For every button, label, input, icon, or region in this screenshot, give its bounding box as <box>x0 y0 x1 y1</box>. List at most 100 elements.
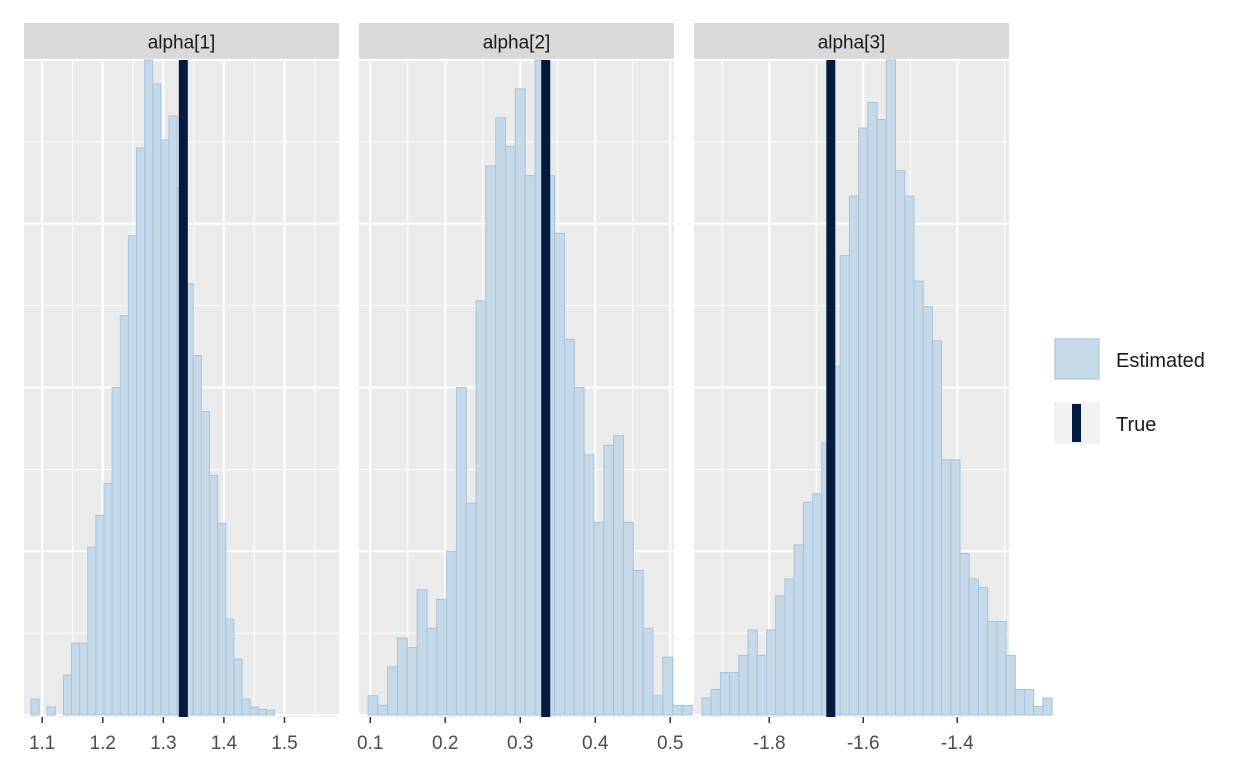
x-tick-label: 1.5 <box>271 733 297 754</box>
histogram-bar <box>775 595 786 716</box>
legend-label: Estimated <box>1116 350 1205 372</box>
histogram-bar <box>652 695 664 716</box>
histogram-bar <box>209 474 219 716</box>
x-tick-label: 0.3 <box>507 733 533 754</box>
x-tick-label: 0.2 <box>432 733 458 754</box>
x-tick-label: -1.6 <box>847 733 880 754</box>
histogram-bar <box>701 697 712 716</box>
histogram-bar <box>46 706 56 716</box>
histogram-bar <box>103 482 113 716</box>
histogram-bar <box>593 521 605 716</box>
x-tick-label: 1.2 <box>90 733 116 754</box>
histogram-bar <box>406 647 418 716</box>
facet-strip-title: alpha[2] <box>483 33 551 54</box>
histogram-bar <box>79 642 89 716</box>
facet-strip <box>24 23 339 60</box>
facet-panel-1: alpha[1] 1.1 1.2 1.3 1.4 1.5 <box>24 23 339 754</box>
histogram-bar <box>913 280 924 716</box>
histogram-bar <box>30 698 40 716</box>
true-value-line <box>826 60 836 717</box>
histogram-bar <box>839 255 850 716</box>
true-value-line <box>178 60 188 717</box>
histogram-bar <box>642 627 654 716</box>
histogram-bar <box>987 620 998 716</box>
histogram-bar <box>950 459 961 716</box>
histogram-bar <box>876 119 887 716</box>
histogram-bar <box>241 698 251 716</box>
histogram-bar <box>367 695 379 716</box>
histogram-bar <box>426 627 438 716</box>
histogram-bar <box>895 170 906 716</box>
histogram-bar <box>455 387 467 716</box>
histogram-bar <box>564 338 575 716</box>
true-value-line <box>541 60 551 717</box>
histogram-bar <box>1042 697 1053 716</box>
histogram-bar <box>613 435 624 716</box>
histogram-bar <box>996 620 1007 716</box>
x-tick-label: 0.4 <box>582 733 609 754</box>
histogram-bar <box>784 578 795 716</box>
legend-key-estimated <box>1054 338 1100 380</box>
histogram-bar <box>135 147 146 716</box>
histogram-bar <box>977 586 989 716</box>
histogram-bar <box>756 654 767 716</box>
legend-key-true <box>1072 404 1081 442</box>
histogram-bar <box>200 410 211 716</box>
histogram-bar <box>265 709 275 716</box>
histogram-bar <box>111 387 121 716</box>
histogram-bar <box>848 195 860 716</box>
histogram-bar <box>885 59 897 716</box>
x-tick-label: -1.8 <box>753 733 786 754</box>
histogram-bar <box>904 195 915 716</box>
histogram-bar <box>765 629 777 716</box>
x-tick-label: 0.1 <box>357 733 383 754</box>
histogram-bar <box>119 315 129 716</box>
histogram-bar <box>812 493 823 716</box>
facet-panel-3: alpha[3] -1.8 -1.6 -1.4 <box>694 23 1053 754</box>
histogram-bar <box>622 521 634 716</box>
histogram-bar <box>1014 688 1026 716</box>
histogram-bar <box>446 550 457 716</box>
legend: Estimated True <box>1054 338 1205 444</box>
histogram-bar <box>257 708 267 716</box>
facet-strip-title: alpha[3] <box>818 33 886 54</box>
histogram-bar <box>152 83 162 716</box>
histogram-bar <box>465 502 477 716</box>
x-tick-label: -1.4 <box>941 733 974 754</box>
histogram-bar <box>1033 705 1044 716</box>
histogram-bar <box>710 688 721 716</box>
histogram-bar <box>719 671 731 716</box>
histogram-bar <box>968 578 979 716</box>
histogram-bar <box>514 88 526 716</box>
histogram-bar <box>160 139 170 716</box>
histogram-bar <box>931 340 943 716</box>
histogram-bar <box>603 444 615 716</box>
histogram-bar <box>583 454 595 716</box>
histogram-bar <box>802 501 814 716</box>
histogram-bar <box>738 654 749 716</box>
histogram-bar <box>387 666 398 716</box>
histogram-bar <box>192 355 202 716</box>
histogram-bar <box>249 706 259 716</box>
histogram-bar <box>747 629 758 716</box>
facet-strip <box>359 23 674 60</box>
histogram-bar <box>524 175 536 716</box>
histogram-bar <box>858 127 869 716</box>
x-tick-label: 1.3 <box>150 733 176 754</box>
histogram-bar <box>475 300 487 716</box>
histogram-bar <box>87 546 97 716</box>
histogram-bar <box>793 544 804 716</box>
histogram-bar <box>959 552 970 716</box>
histogram-bar <box>71 642 81 716</box>
histogram-bar <box>729 671 740 716</box>
facet-panel-2: alpha[2] 0.1 0.2 0.3 0.4 0.5 <box>357 23 693 754</box>
histogram-bar <box>396 637 408 716</box>
histogram-bar <box>922 306 933 716</box>
histogram-bar <box>573 387 585 716</box>
x-tick-label: 0.5 <box>657 733 683 754</box>
histogram-bar <box>672 704 683 716</box>
facet-strip <box>694 23 1009 60</box>
histogram-bar <box>225 618 235 716</box>
histogram-bar <box>485 165 497 716</box>
